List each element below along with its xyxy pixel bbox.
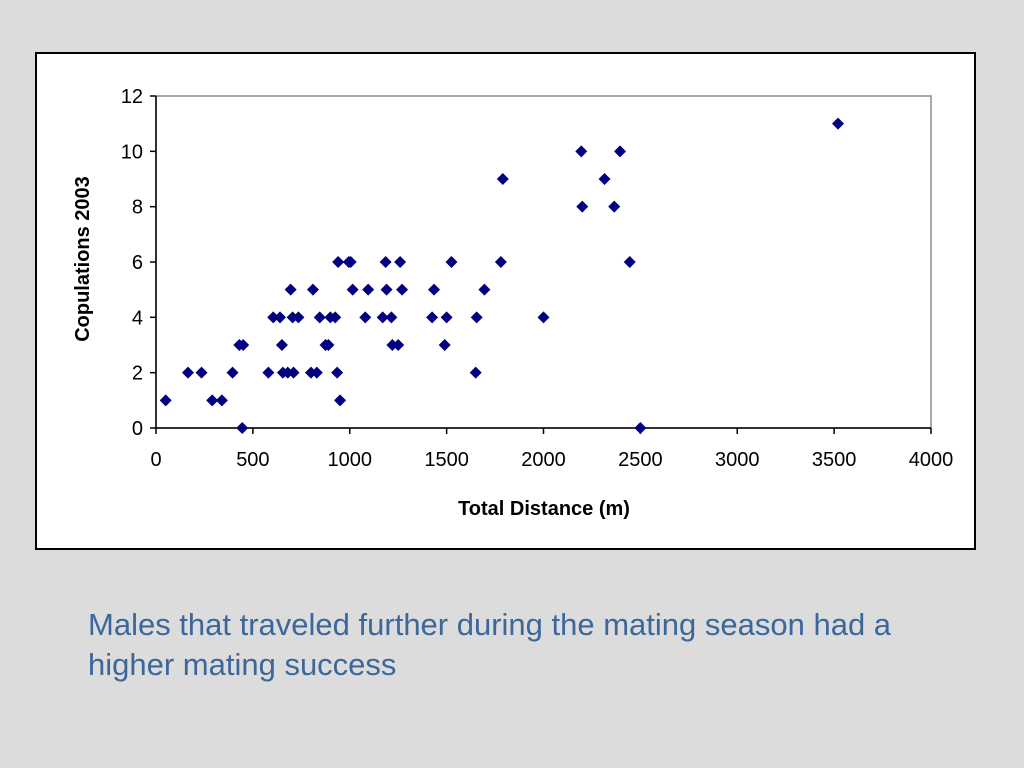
data-point (346, 283, 359, 296)
x-tick-label: 1500 (424, 449, 469, 471)
data-point (496, 173, 509, 185)
data-point (262, 366, 275, 379)
plot-border (155, 95, 932, 429)
data-point (181, 366, 194, 379)
data-point (359, 311, 372, 324)
x-tick-label: 3500 (812, 449, 857, 471)
x-axis-title: Total Distance (m) (458, 498, 630, 520)
data-point (396, 283, 409, 296)
slide-caption: Males that traveled further during the m… (88, 607, 892, 682)
plot-area: 0 2 4 6 8 10 12 0 500 1000 1500 2000 2500 3000 3500 400… (121, 86, 954, 471)
data-point (392, 339, 405, 351)
data-point (426, 311, 439, 324)
data-point (287, 366, 300, 379)
data-point (322, 339, 335, 351)
y-tick-label: 6 (132, 252, 143, 274)
y-tick-label: 4 (132, 307, 143, 329)
data-point (494, 256, 507, 268)
data-point (159, 394, 172, 407)
data-point (195, 366, 208, 379)
data-point (332, 256, 345, 268)
data-point (236, 422, 249, 434)
data-point (438, 339, 451, 351)
data-point (576, 200, 589, 213)
data-point (445, 256, 458, 268)
data-point (440, 311, 453, 324)
data-point (832, 117, 844, 130)
data-point (623, 256, 636, 268)
data-point (634, 422, 647, 434)
data-point (310, 366, 323, 379)
data-point (380, 283, 393, 296)
data-point (292, 311, 305, 324)
data-point (428, 283, 441, 296)
data-point (376, 311, 389, 324)
y-axis-title: Copulations 2003 (72, 176, 94, 342)
data-point (614, 145, 627, 158)
data-point (306, 283, 319, 296)
data-point (394, 256, 407, 268)
data-point (284, 283, 297, 296)
data-point (344, 256, 357, 268)
data-point (608, 200, 621, 213)
x-tick-label: 2000 (521, 449, 566, 471)
y-tick-label: 2 (132, 363, 143, 385)
x-tick-label: 1000 (328, 449, 373, 471)
data-point (478, 283, 491, 296)
data-point (470, 311, 483, 324)
data-point (362, 283, 375, 296)
x-tick-label: 2500 (618, 449, 663, 471)
data-point (537, 311, 550, 324)
data-point (226, 366, 239, 379)
data-point (237, 339, 250, 351)
data-point (313, 311, 326, 324)
y-tick-label: 10 (121, 141, 143, 163)
data-point (385, 311, 398, 324)
y-tick-label: 8 (132, 197, 143, 219)
data-point (275, 339, 288, 351)
data-point (379, 256, 392, 268)
data-point (469, 366, 482, 379)
data-point (274, 311, 286, 324)
data-point (215, 394, 228, 407)
x-tick-label: 500 (236, 449, 269, 471)
data-point (267, 311, 280, 324)
x-tick-label: 4000 (909, 449, 954, 471)
data-point (329, 311, 342, 324)
x-tick-label: 0 (150, 449, 161, 471)
data-point (206, 394, 219, 407)
data-point (331, 366, 344, 379)
data-point (334, 394, 347, 407)
y-tick-label: 0 (132, 418, 143, 440)
data-point (598, 173, 611, 185)
chart-frame: 0 2 4 6 8 10 12 0 500 1000 1500 2000 2500 3000 3500 400… (35, 52, 976, 550)
y-tick-label: 12 (121, 86, 143, 108)
data-point (575, 145, 588, 158)
scatter-chart: 0 2 4 6 8 10 12 0 500 1000 1500 2000 2500 3000 3500 400… (72, 86, 954, 520)
x-tick-label: 3000 (715, 449, 760, 471)
